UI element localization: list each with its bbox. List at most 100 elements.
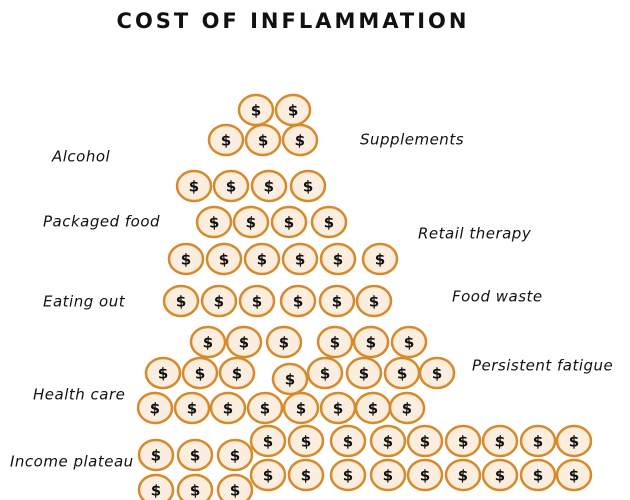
coin: $: [557, 426, 591, 456]
coin: $: [251, 170, 287, 202]
coin: $: [356, 393, 390, 423]
label: Alcohol: [51, 148, 111, 166]
coin: $: [391, 326, 427, 358]
coin-symbol: $: [324, 213, 335, 231]
coin: $: [307, 357, 342, 388]
coin: $: [288, 425, 324, 457]
coin-symbol: $: [208, 213, 219, 232]
coin: $: [420, 358, 455, 389]
coin: $: [482, 425, 518, 457]
coin-symbol: $: [300, 466, 311, 485]
coin: $: [330, 425, 365, 456]
coin: $: [250, 459, 285, 490]
coin-symbol: $: [186, 399, 197, 417]
label: Supplements: [360, 131, 464, 149]
coin-symbol: $: [494, 432, 506, 451]
coin: $: [320, 243, 355, 274]
coin-symbol: $: [221, 131, 232, 149]
coin-symbol: $: [262, 466, 273, 484]
coin-symbol: $: [245, 213, 257, 232]
coin-symbol: $: [382, 432, 393, 451]
label: Persistent fatigue: [472, 357, 613, 375]
coin: $: [196, 206, 232, 238]
coin: $: [217, 474, 252, 500]
coin: $: [556, 459, 591, 490]
coin: $: [245, 124, 281, 156]
coin: $: [145, 357, 180, 388]
coin: $: [408, 426, 443, 457]
coin: $: [218, 440, 253, 471]
coin-symbol: $: [369, 292, 380, 310]
coin-symbol: $: [432, 364, 443, 382]
coin-symbol: $: [396, 364, 407, 383]
coin-symbol: $: [263, 433, 273, 451]
coin: $: [320, 392, 355, 423]
coin-symbol: $: [292, 292, 303, 310]
coin-symbol: $: [294, 131, 306, 150]
coin: $: [209, 125, 244, 156]
coin: $: [201, 285, 237, 317]
coin-symbol: $: [403, 333, 414, 352]
coin: $: [206, 243, 242, 275]
coin: $: [177, 439, 212, 470]
coin-symbol: $: [287, 101, 298, 120]
coin-symbol: $: [263, 177, 275, 196]
coin: $: [318, 327, 353, 358]
coin: $: [282, 124, 318, 156]
coin-symbol: $: [366, 333, 377, 351]
coin: $: [248, 393, 282, 423]
coin-symbol: $: [420, 432, 431, 450]
coin-symbol: $: [420, 466, 431, 484]
coin-symbol: $: [157, 364, 168, 382]
coin-symbol: $: [251, 101, 262, 119]
coin: $: [347, 358, 382, 389]
coin: $: [290, 170, 325, 201]
coin-symbol: $: [284, 370, 295, 388]
coin: $: [138, 439, 174, 471]
coin-symbol: $: [375, 250, 386, 268]
coin: $: [370, 425, 406, 457]
coin-symbol: $: [383, 466, 394, 484]
coin: $: [245, 244, 280, 275]
coin-symbol: $: [252, 292, 263, 310]
coin-symbol: $: [257, 131, 268, 150]
coin-symbol: $: [294, 250, 305, 269]
coin-symbol: $: [401, 399, 413, 418]
label: Income plateau: [10, 453, 134, 471]
coin-symbol: $: [189, 481, 200, 500]
coin-symbol: $: [302, 177, 313, 195]
coin-symbol: $: [296, 400, 306, 418]
coin-symbol: $: [494, 466, 505, 484]
coin-symbol: $: [533, 433, 543, 451]
coin-symbol: $: [175, 292, 186, 310]
coin-symbol: $: [229, 481, 240, 499]
infographic: COST OF INFLAMMATION $$$$$$$$$$$$$$$$$$$…: [0, 0, 630, 500]
coin-symbol: $: [238, 333, 249, 352]
coin: $: [521, 426, 555, 456]
coin-symbol: $: [189, 446, 200, 464]
coin: $: [182, 357, 218, 389]
title: COST OF INFLAMMATION: [117, 9, 470, 33]
coin: $: [282, 243, 318, 275]
coin-symbol: $: [359, 364, 370, 382]
coin-symbol: $: [231, 364, 242, 383]
coin: $: [226, 326, 262, 358]
label: Health care: [33, 386, 125, 404]
coin: $: [174, 392, 209, 423]
coin-symbol: $: [189, 177, 200, 195]
coin: $: [320, 286, 355, 317]
label: Eating out: [43, 293, 126, 311]
coin-symbol: $: [330, 333, 341, 351]
coin-symbol: $: [149, 399, 161, 418]
coin-symbol: $: [222, 399, 233, 417]
coin-symbol: $: [332, 250, 343, 268]
coin: $: [280, 285, 315, 316]
coin: $: [272, 363, 307, 394]
coin: $: [266, 326, 302, 358]
coin-symbol: $: [319, 364, 330, 382]
coin: $: [384, 357, 420, 389]
coin: $: [363, 244, 398, 275]
coin: $: [275, 94, 311, 126]
coin-symbol: $: [457, 432, 468, 451]
coin: $: [219, 357, 255, 389]
